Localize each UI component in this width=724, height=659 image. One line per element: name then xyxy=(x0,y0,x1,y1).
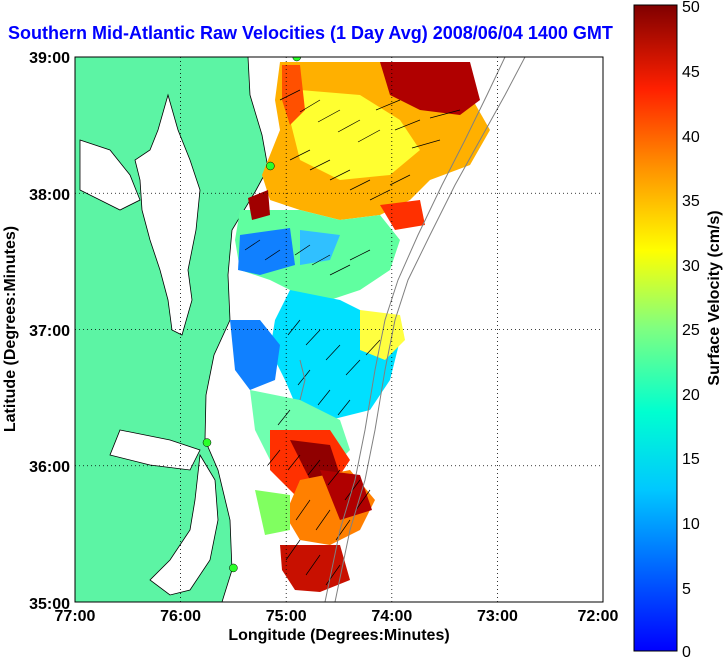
plot-frame xyxy=(74,56,604,603)
colorbar-tick-label: 30 xyxy=(682,258,700,275)
colorbar-tick-label: 50 xyxy=(682,0,700,16)
colorbar-tick-label: 10 xyxy=(682,516,700,533)
y-tick-label: 37:00 xyxy=(29,323,70,340)
x-tick-label: 76:00 xyxy=(160,608,201,625)
bay-water xyxy=(79,139,141,211)
y-tick-label: 36:00 xyxy=(29,459,70,476)
colorbar-tick-label: 35 xyxy=(682,193,700,210)
sound-water xyxy=(149,453,219,596)
x-tick-label: 72:00 xyxy=(578,608,619,625)
x-tick-label: 74:00 xyxy=(371,608,412,625)
velocity-vectors xyxy=(244,89,461,586)
sound-water xyxy=(109,429,201,471)
colorbar-tick-label: 20 xyxy=(682,387,700,404)
colorbar-tick-label: 45 xyxy=(682,64,700,81)
x-tick-label: 73:00 xyxy=(477,608,518,625)
x-tick-label: 75:00 xyxy=(266,608,307,625)
station-marker xyxy=(202,438,212,447)
y-tick-label: 38:00 xyxy=(29,187,70,204)
bay-water xyxy=(134,93,201,336)
station-marker xyxy=(229,563,238,573)
colorbar-tick-labels: 0 5 10 15 20 25 30 35 40 45 50 xyxy=(682,0,700,659)
colorbar-tick-label: 0 xyxy=(682,644,691,659)
x-tick-label: 77:00 xyxy=(55,608,96,625)
bathymetry-contours xyxy=(299,57,526,602)
map-title: Southern Mid-Atlantic Raw Velocities (1 … xyxy=(8,23,613,43)
station-markers xyxy=(202,57,302,573)
velocity-field xyxy=(230,62,490,592)
station-marker xyxy=(292,57,302,62)
colorbar-tick-label: 25 xyxy=(682,322,700,339)
station-marker xyxy=(266,161,275,171)
colorbar-tick-label: 15 xyxy=(682,451,700,468)
x-axis-label: Longitude (Degrees:Minutes) xyxy=(228,627,449,644)
y-tick-label: 35:00 xyxy=(29,596,70,613)
y-tick-labels: 35:00 36:00 37:00 38:00 39:00 xyxy=(29,50,70,613)
y-tick-label: 39:00 xyxy=(29,50,70,67)
colorbar-tick-label: 5 xyxy=(682,581,691,598)
colorbar-tick-label: 40 xyxy=(682,129,700,146)
map-grid xyxy=(75,57,603,602)
x-tick-labels: 77:00 76:00 75:00 74:00 73:00 72:00 xyxy=(55,608,619,625)
y-axis-label: Latitude (Degrees:Minutes) xyxy=(2,226,19,432)
colorbar xyxy=(633,4,678,652)
colorbar-label: Surface Velocity (cm/s) xyxy=(706,210,723,385)
